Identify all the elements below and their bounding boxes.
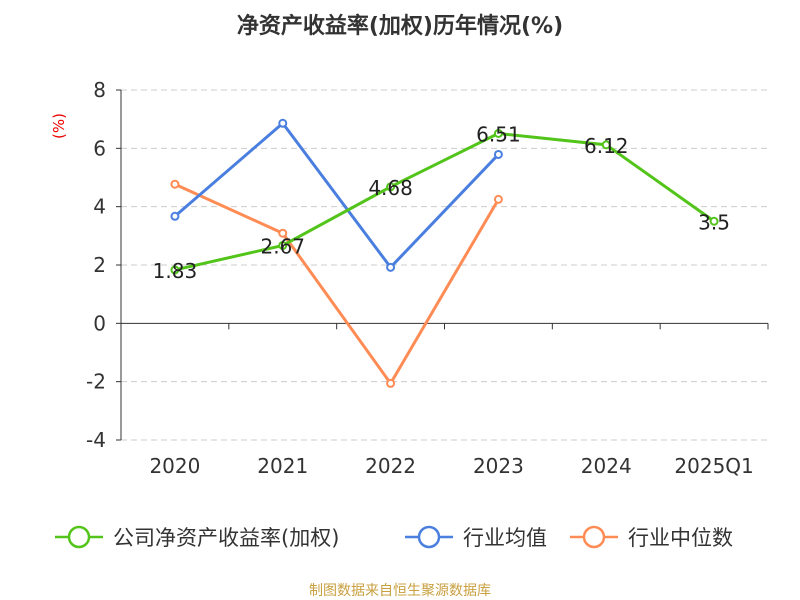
data-point [170, 265, 180, 275]
data-point [386, 182, 396, 192]
data-point [493, 128, 503, 138]
legend-label: 公司净资产收益率(加权) [113, 526, 339, 550]
x-tick-label: 2021 [257, 454, 308, 478]
data-point [170, 179, 180, 189]
data-point [493, 194, 503, 204]
data-label: 3.5 [698, 210, 730, 234]
data-label: 2.67 [260, 234, 305, 258]
series-line [174, 182, 500, 387]
data-point [493, 149, 503, 159]
y-tick-label: -2 [86, 370, 106, 394]
data-point [278, 118, 288, 128]
legend-marker [582, 525, 606, 549]
data-label: 6.51 [476, 122, 521, 146]
series-line [173, 121, 500, 270]
chart-title: 净资产收益率(加权)历年情况(%) [237, 13, 563, 39]
legend-marker [67, 525, 91, 549]
data-point [601, 140, 611, 150]
x-tick-label: 2024 [581, 454, 632, 478]
y-tick-label: 4 [93, 195, 106, 219]
y-tick-label: 2 [93, 253, 106, 277]
data-label: 1.83 [153, 259, 198, 283]
x-tick-label: 2022 [365, 454, 416, 478]
y-axis-label: (%) [50, 113, 68, 139]
y-tick-label: 6 [93, 136, 106, 160]
data-point [386, 378, 396, 388]
data-point [278, 240, 288, 250]
x-tick-label: 2025Q1 [674, 454, 753, 478]
legend-label: 行业均值 [463, 526, 547, 550]
data-point [386, 262, 396, 272]
y-tick-label: 8 [93, 78, 106, 102]
legend-label: 行业中位数 [628, 526, 733, 550]
data-point [170, 211, 180, 221]
y-tick-label: -4 [86, 428, 106, 452]
footer-source: 制图数据来自恒生聚源数据库 [309, 583, 491, 599]
data-point [278, 228, 288, 238]
y-tick-label: 0 [93, 311, 106, 335]
legend-marker [417, 525, 441, 549]
x-tick-label: 2023 [473, 454, 524, 478]
x-tick-label: 2020 [149, 454, 200, 478]
data-label: 6.12 [584, 134, 629, 158]
data-point [709, 216, 719, 226]
data-label: 4.68 [368, 176, 413, 200]
series-line [174, 131, 715, 272]
